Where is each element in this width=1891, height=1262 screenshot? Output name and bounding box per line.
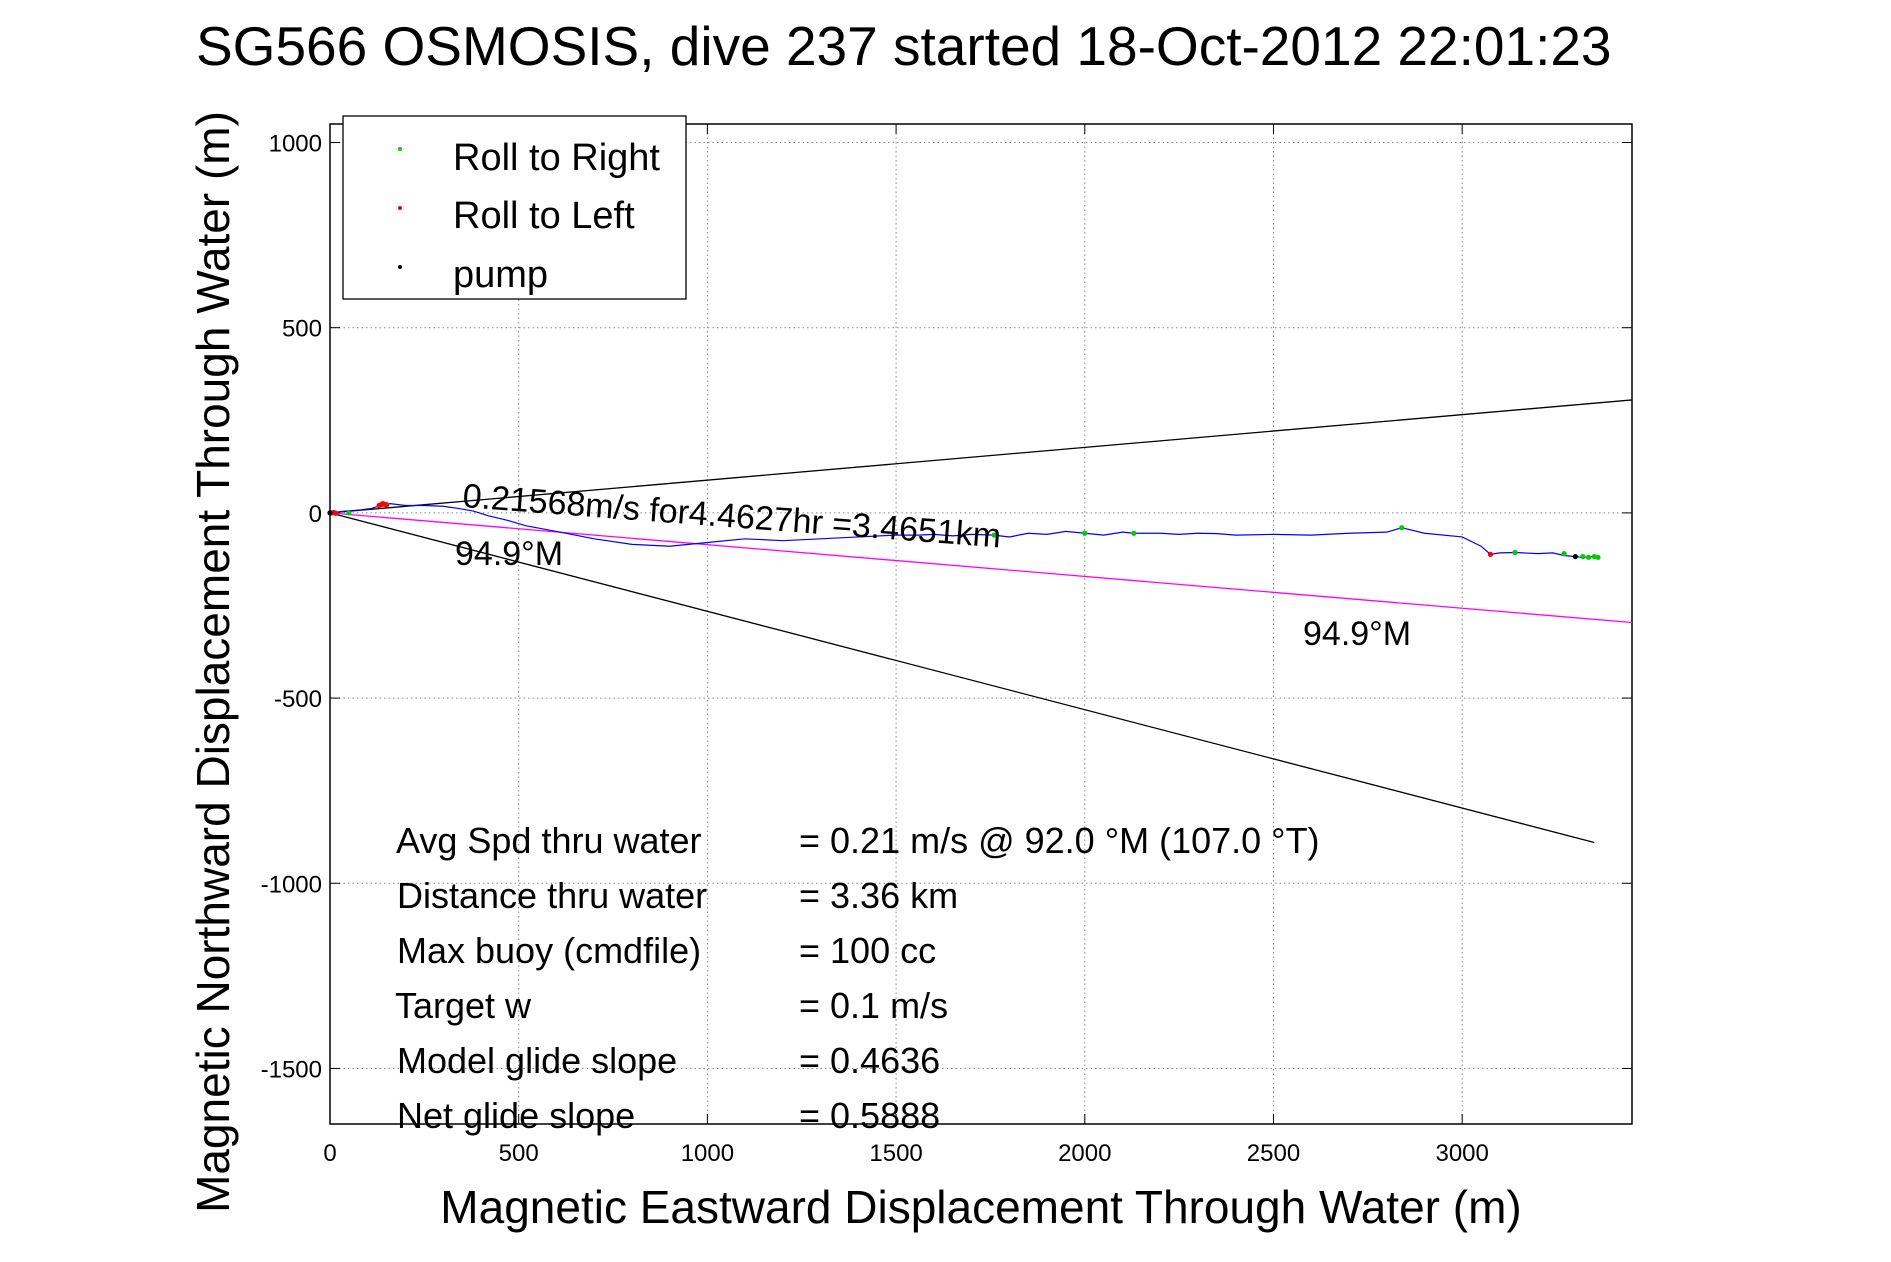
y-tick-label: 500 (282, 316, 322, 343)
stat-value-distance: = 3.36 km (799, 875, 958, 916)
pump-point (1572, 553, 1578, 560)
roll-right-point (1561, 551, 1567, 557)
y-tick-label: 1000 (269, 131, 322, 158)
heading-annotation-left: 94.9°M (455, 535, 563, 573)
roll-left-point (333, 510, 339, 516)
legend-marker-roll-left (398, 206, 402, 210)
envelope-upper (329, 399, 1633, 514)
legend-label-roll-left: Roll to Left (453, 195, 635, 237)
x-tick-label: 0 (323, 1140, 336, 1167)
stat-label-distance: Distance thru water (397, 875, 707, 916)
track-layer (329, 503, 1599, 558)
x-axis-label: Magnetic Eastward Displacement Through W… (440, 1181, 1521, 1233)
stat-label-model-glide: Model glide slope (397, 1040, 677, 1081)
x-tick-label: 2500 (1247, 1140, 1300, 1167)
course-line (329, 512, 1633, 624)
y-tick-label: -500 (274, 686, 322, 713)
roll-right-point (1399, 525, 1405, 531)
reference-lines (329, 399, 1633, 844)
legend-marker-pump (398, 265, 402, 269)
roll-left-point (1487, 551, 1494, 557)
markers (327, 501, 1601, 560)
x-tick-label: 3000 (1435, 1140, 1488, 1167)
roll-right-point (1082, 530, 1088, 536)
legend-label-pump: pump (453, 254, 548, 296)
x-tick-label: 1500 (869, 1140, 922, 1167)
roll-right-point (346, 510, 352, 516)
y-tick-label: 0 (309, 501, 322, 528)
y-tick-label: -1000 (261, 871, 322, 898)
stat-label-target-w: Target w (395, 985, 532, 1026)
stats-block: Avg Spd thru water = 0.21 m/s @ 92.0 °M … (395, 820, 1320, 1136)
roll-right-point (991, 532, 997, 538)
heading-annotation-right: 94.9°M (1303, 615, 1411, 653)
roll-right-point (1512, 549, 1518, 556)
stat-value-model-glide: = 0.4636 (799, 1040, 940, 1081)
roll-left-point (384, 502, 390, 508)
chart-title: SG566 OSMOSIS, dive 237 started 18-Oct-2… (196, 15, 1612, 77)
roll-right-point (1131, 530, 1137, 536)
y-axis-label: Magnetic Northward Displacement Through … (187, 111, 239, 1213)
stat-value-avg-speed: = 0.21 m/s @ 92.0 °M (107.0 °T) (799, 820, 1320, 861)
track-line (329, 503, 1599, 558)
stat-label-net-glide: Net glide slope (397, 1095, 635, 1136)
stat-value-net-glide: = 0.5888 (799, 1095, 940, 1136)
legend: Roll to Right Roll to Left pump (342, 115, 687, 300)
x-tick-label: 2000 (1058, 1140, 1111, 1167)
stat-value-target-w: = 0.1 m/s (799, 985, 948, 1026)
stat-value-max-buoy: = 100 cc (799, 930, 936, 971)
legend-marker-roll-right (398, 147, 402, 151)
legend-label-roll-right: Roll to Right (453, 137, 660, 179)
roll-right-point (1586, 554, 1592, 560)
envelope-lower (329, 512, 1595, 844)
stat-label-avg-speed: Avg Spd thru water (396, 820, 702, 861)
y-tick-label: -1500 (261, 1056, 322, 1083)
roll-right-point (1595, 554, 1601, 560)
y-axis: 1000 500 0 -500 -1000 -1500 (261, 131, 1632, 1083)
x-tick-label: 500 (499, 1140, 539, 1167)
roll-right-point (1580, 553, 1586, 560)
x-tick-label: 1000 (681, 1140, 734, 1167)
pump-point (327, 510, 333, 516)
stat-label-max-buoy: Max buoy (cmdfile) (397, 930, 701, 971)
